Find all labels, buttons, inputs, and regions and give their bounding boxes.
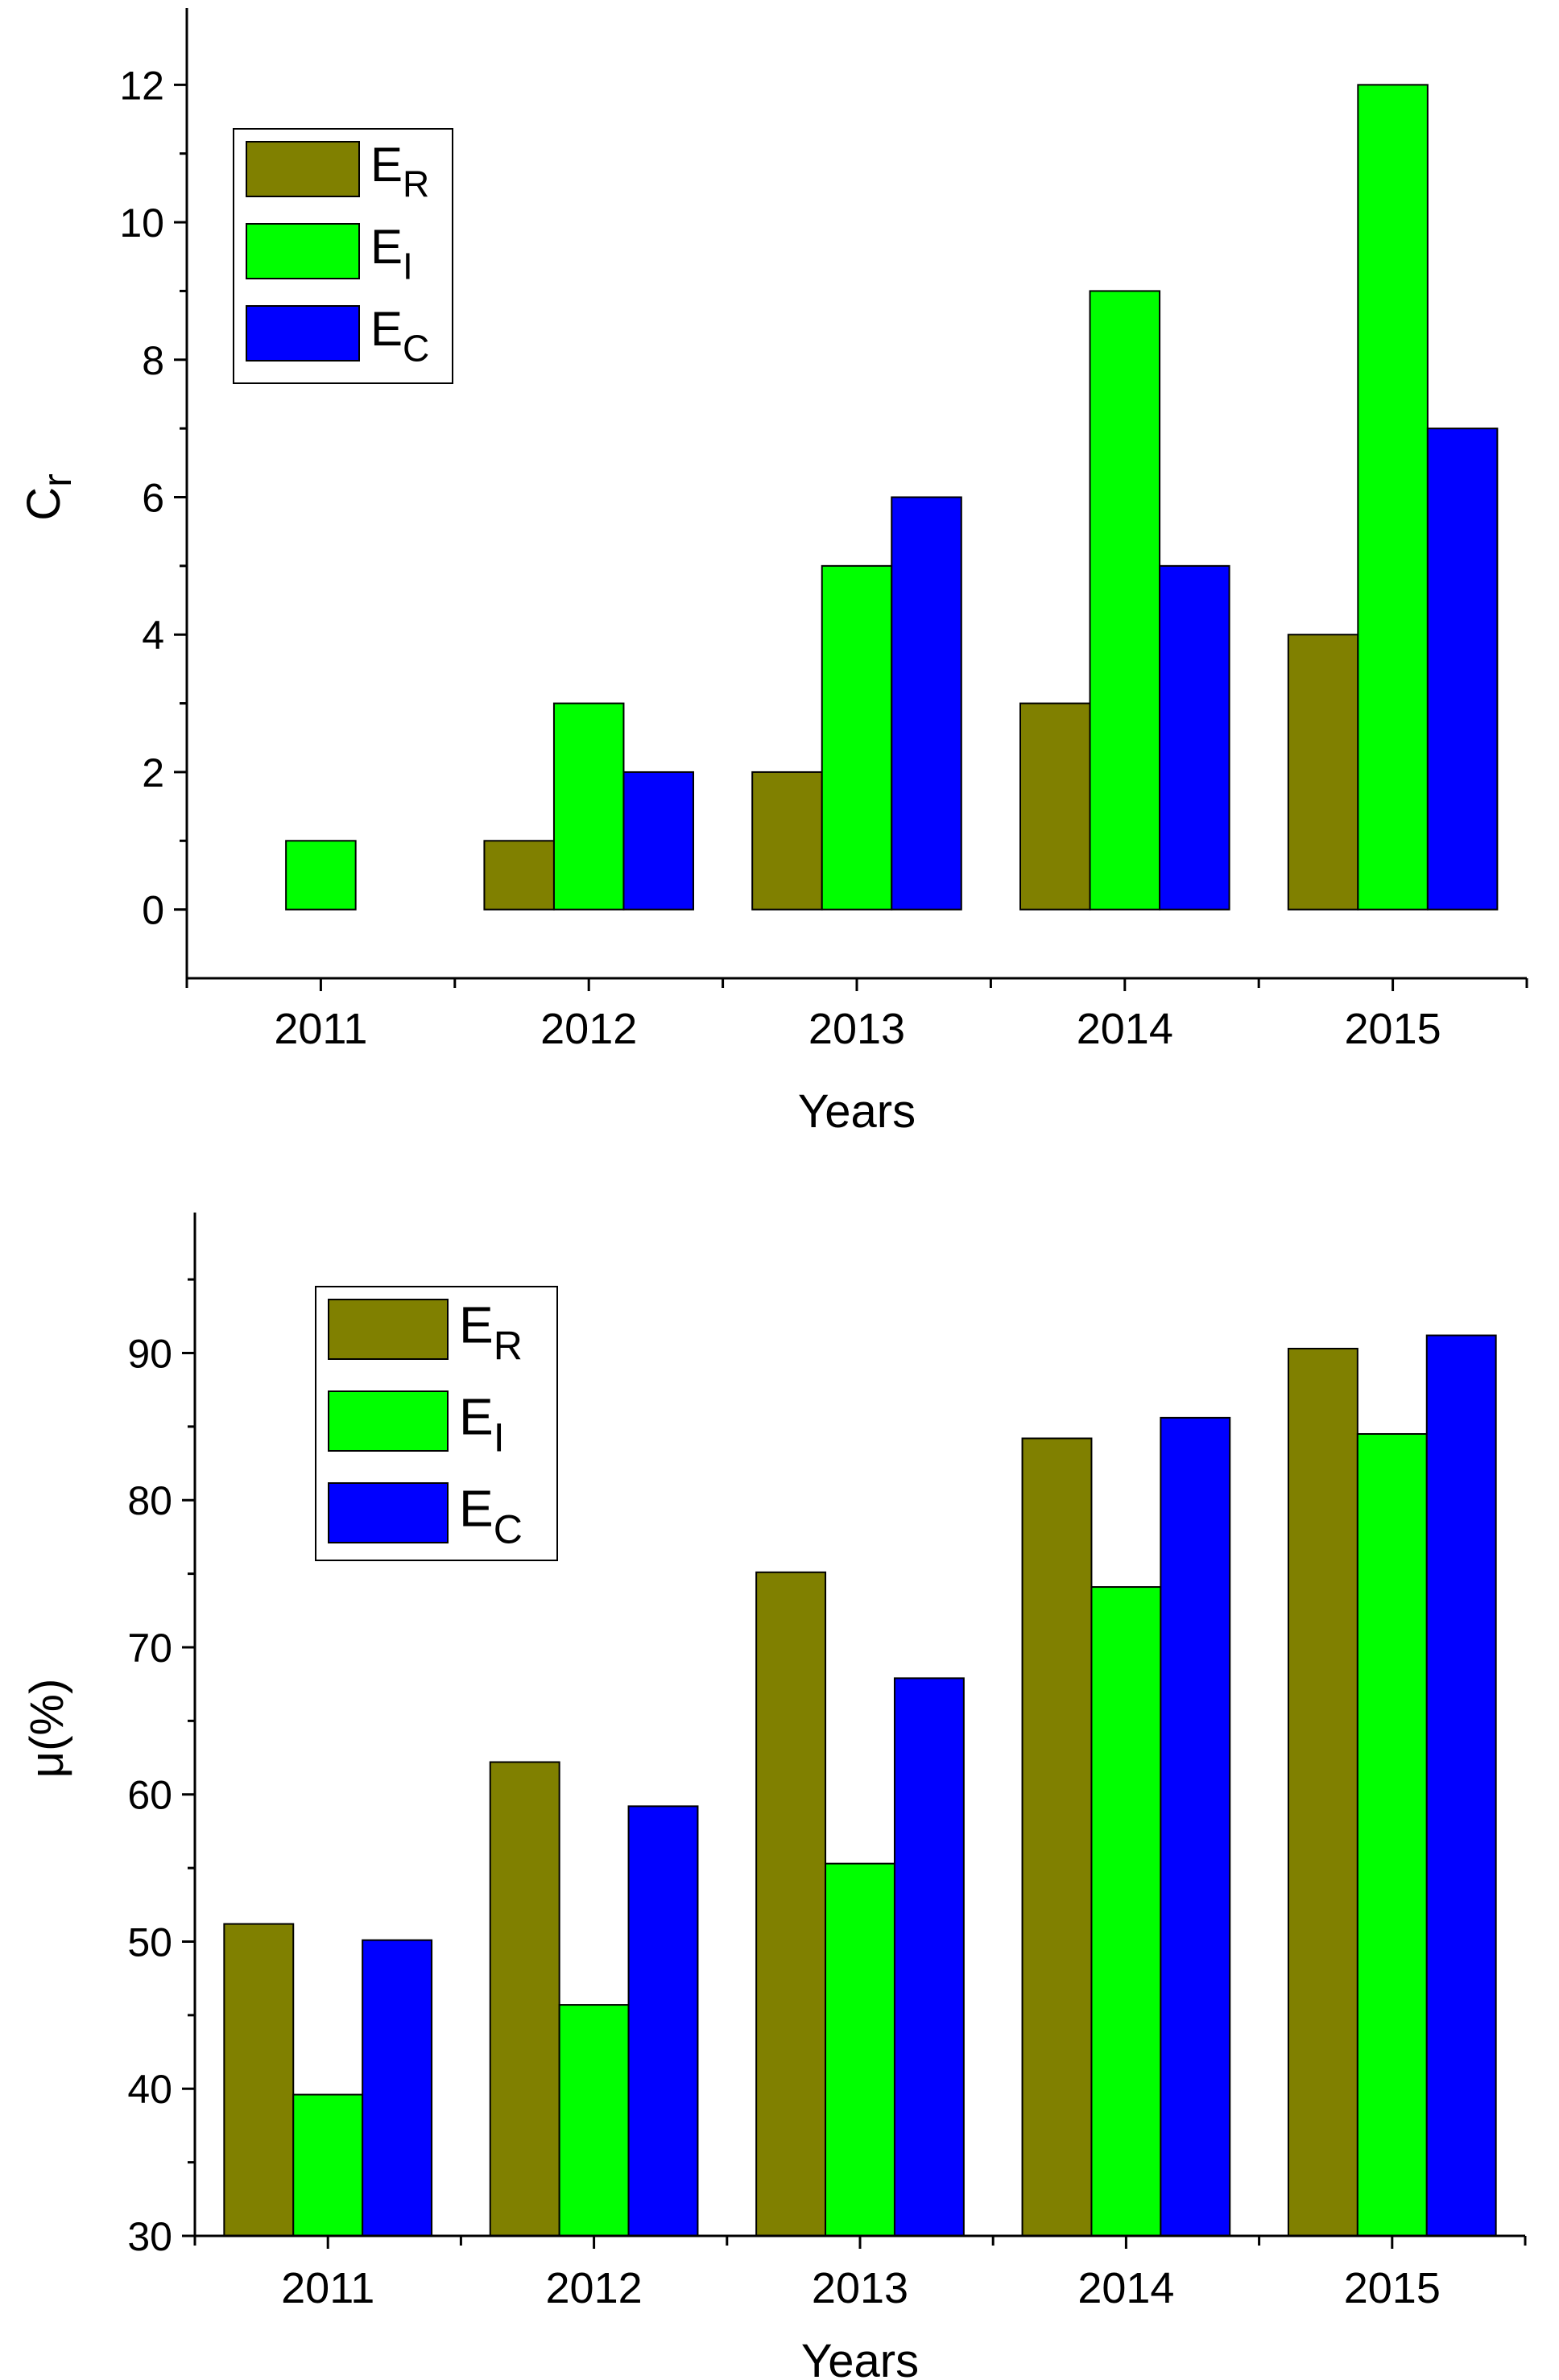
y-tick-label: 12: [119, 63, 164, 108]
bar-ec-2011: [362, 1939, 433, 2237]
chart-mu: 30 40 50 60 70 80 90 2011 2012 2013 2014 2015 Years μ…: [21, 1213, 1527, 2380]
bar-ec-2013: [893, 1677, 965, 2237]
x-tick-label-2015: 2015: [1344, 2264, 1441, 2312]
bar-er-2015: [1287, 634, 1359, 911]
x-tick-label-2012: 2012: [546, 2264, 643, 2312]
y-tick-label: 80: [127, 1478, 172, 1523]
legend-label-ei: EI: [459, 1387, 505, 1460]
y-tick-label: 50: [127, 1919, 172, 1965]
legend-label-ec: EC: [459, 1479, 523, 1552]
legend-swatch-ec: [328, 1482, 449, 1543]
legend-label-main: E: [370, 302, 403, 356]
legend-label-ec: EC: [370, 302, 429, 369]
y-axis-title-main: μ(%): [21, 1679, 73, 1779]
x-axis-title: Years: [801, 2335, 919, 2380]
bar-ec-2012: [627, 1805, 699, 2237]
y-tick-label: 60: [127, 1773, 172, 1818]
bar-ei-2014: [1089, 290, 1161, 911]
y-axis-title: μ(%): [21, 1679, 73, 1779]
bar-ei-2015: [1357, 84, 1429, 911]
y-tick-label: 90: [127, 1331, 172, 1376]
y-tick-label: 30: [127, 2214, 172, 2259]
bar-ec-2015: [1426, 428, 1499, 911]
y-axis-title-sub: r: [35, 473, 80, 487]
legend-swatch-ei: [328, 1390, 449, 1452]
bar-er-2011: [223, 1923, 295, 2237]
bar-ec-2014: [1160, 1416, 1231, 2237]
bar-ei-2014: [1090, 1586, 1162, 2237]
x-tick-label-2015: 2015: [1345, 1005, 1441, 1053]
bar-er-2015: [1287, 1347, 1358, 2237]
legend-label-er: ER: [370, 138, 429, 205]
x-tick-label-2014: 2014: [1077, 1005, 1173, 1053]
legend-label-sub: C: [403, 327, 429, 369]
legend-label-sub: R: [403, 163, 429, 205]
bar-ec-2012: [622, 771, 694, 911]
y-tick-label: 4: [142, 613, 164, 658]
legend-label-sub: R: [494, 1323, 523, 1368]
x-tick-label-2014: 2014: [1077, 2264, 1174, 2312]
bar-ec-2013: [891, 496, 962, 911]
legend-label-main: E: [459, 1479, 494, 1537]
y-axis-title-main: C: [18, 487, 70, 521]
x-tick-label-2011: 2011: [281, 2264, 374, 2312]
x-tick-label-2012: 2012: [540, 1005, 637, 1053]
bar-ei-2013: [825, 1862, 895, 2237]
legend-swatch-ec: [246, 305, 360, 362]
legend-swatch-er: [246, 141, 360, 197]
bar-ec-2015: [1425, 1334, 1497, 2237]
y-tick-label: 10: [119, 200, 164, 246]
bar-ei-2015: [1356, 1432, 1428, 2237]
x-tick-label-2013: 2013: [812, 2264, 908, 2312]
y-tick-label: 6: [142, 476, 164, 521]
legend-label-sub: C: [494, 1506, 523, 1552]
bar-ei-2011: [292, 2093, 364, 2237]
bar-er-2012: [489, 1761, 560, 2237]
legend-label-ei: EI: [370, 220, 413, 287]
bar-er-2014: [1021, 1437, 1093, 2237]
bar-er-2014: [1019, 702, 1091, 911]
bar-er-2012: [483, 840, 555, 911]
bar-er-2013: [755, 1571, 827, 2237]
y-tick-label: 0: [142, 888, 164, 933]
bar-ei-2013: [821, 564, 893, 911]
y-tick-label: 40: [127, 2067, 172, 2112]
legend-label-sub: I: [403, 245, 413, 287]
legend-swatch-er: [328, 1299, 449, 1360]
legend-label-main: E: [370, 220, 403, 274]
bar-ec-2014: [1159, 564, 1230, 911]
legend-label-sub: I: [494, 1415, 505, 1460]
legend-label-main: E: [370, 138, 403, 192]
bar-er-2013: [751, 771, 823, 911]
legend-swatch-ei: [246, 223, 360, 279]
x-tick-label-2011: 2011: [274, 1005, 367, 1053]
y-tick-label: 2: [142, 750, 164, 795]
x-tick-label-2013: 2013: [808, 1005, 905, 1053]
x-axis-title: Years: [798, 1085, 916, 1138]
y-tick-label: 8: [142, 338, 164, 383]
y-tick-label: 70: [127, 1626, 172, 1671]
legend-label-main: E: [459, 1387, 494, 1445]
legend-label-main: E: [459, 1295, 494, 1353]
bar-ei-2012: [552, 702, 625, 911]
legend-label-er: ER: [459, 1295, 523, 1368]
bar-ei-2012: [558, 2004, 630, 2237]
y-axis-title: Cr: [18, 473, 80, 521]
bar-ei-2011: [285, 840, 357, 911]
